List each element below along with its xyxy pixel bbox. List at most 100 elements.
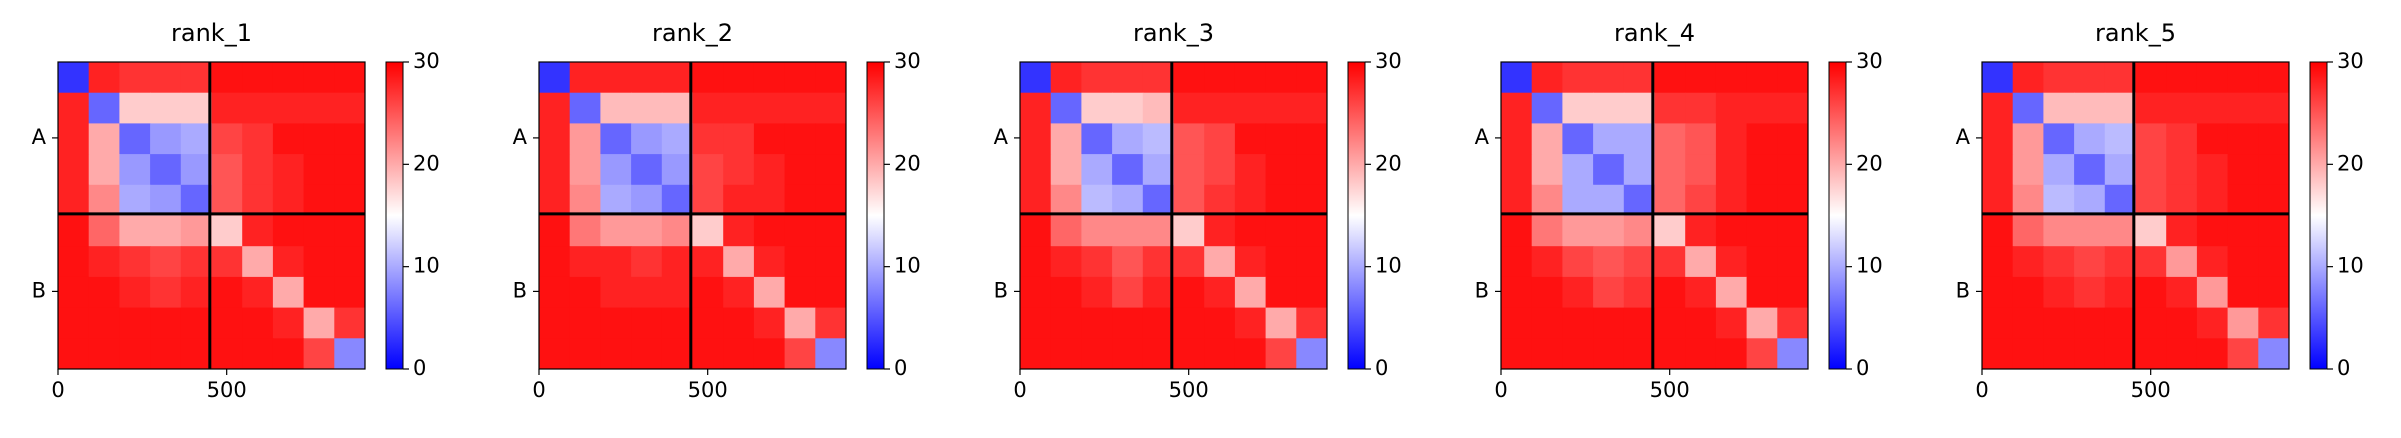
heatmap-cell [1234, 338, 1267, 370]
heatmap-cell [88, 307, 120, 339]
heatmap-cell [334, 215, 366, 247]
heatmap-cell [2258, 184, 2290, 216]
heatmap-cell [753, 154, 786, 186]
heatmap-cell [1746, 154, 1778, 186]
heatmap-cell [1081, 154, 1113, 186]
panel-title: rank_2 [652, 19, 733, 47]
heatmap-cell [180, 307, 212, 339]
heatmap-cell [2104, 276, 2136, 309]
heatmap-cell [1142, 123, 1174, 155]
heatmap-cell [1685, 276, 1717, 309]
heatmap-cell [753, 184, 786, 216]
heatmap-cell [180, 123, 212, 155]
heatmap-cell [1265, 92, 1297, 124]
heatmap-cell [1531, 307, 1563, 339]
heatmap-cell [1593, 307, 1625, 339]
heatmap-cell [1593, 276, 1625, 309]
heatmap-cell [1234, 92, 1267, 124]
heatmap-cell [272, 184, 305, 216]
heatmap-cell [1777, 338, 1809, 370]
heatmap-cell [2012, 246, 2044, 278]
heatmap-cell [1654, 307, 1686, 339]
heatmap-cell [211, 215, 243, 247]
heatmap-cell [692, 246, 724, 278]
heatmap-cell [784, 184, 816, 216]
y-tick-label: B [994, 278, 1008, 302]
heatmap-cell [180, 215, 212, 247]
heatmap-cell [58, 154, 90, 186]
x-tick-label: 0 [1975, 378, 1988, 402]
heatmap-cell [1265, 246, 1297, 278]
heatmap-cell [1020, 276, 1052, 309]
heatmap-cell [1081, 276, 1113, 309]
heatmap-cell [1204, 215, 1236, 247]
heatmap-cell [1265, 276, 1297, 309]
heatmap-cell [1685, 307, 1717, 339]
heatmap-cell [2258, 123, 2290, 155]
heatmap-cell [1296, 92, 1328, 124]
heatmap-cell [539, 338, 571, 370]
heatmap-cell [631, 92, 663, 124]
heatmap-cell [1562, 307, 1594, 339]
heatmap-cell [631, 276, 663, 309]
heatmap-cell [2166, 123, 2198, 155]
heatmap-cell [600, 154, 632, 186]
heatmap-cell [1050, 184, 1082, 216]
heatmap-cell [1982, 215, 2014, 247]
heatmap-cell [2104, 307, 2136, 339]
heatmap-cell [815, 307, 847, 339]
heatmap-cell [1112, 62, 1144, 94]
heatmap-cell [600, 92, 632, 124]
heatmap-cell [1050, 338, 1082, 370]
y-tick-label: B [32, 278, 46, 302]
heatmap-cell [1173, 123, 1205, 155]
heatmap-cell [1112, 154, 1144, 186]
panel-title: rank_3 [1133, 19, 1214, 47]
heatmap-cell [2227, 307, 2259, 339]
heatmap-cell [1204, 307, 1236, 339]
heatmap-cell [1020, 246, 1052, 278]
heatmap-cell [1020, 215, 1052, 247]
heatmap-cell [2258, 154, 2290, 186]
heatmap-cell [1296, 338, 1328, 370]
heatmap-cell [1265, 123, 1297, 155]
heatmap-cell [272, 276, 305, 309]
heatmap-cell [119, 246, 151, 278]
heatmap-cell [692, 154, 724, 186]
heatmap-cell [753, 276, 786, 309]
heatmap-cell [1081, 123, 1113, 155]
plot-frame [1981, 61, 2290, 370]
colorbar [2309, 61, 2328, 370]
heatmap-cell [58, 123, 90, 155]
colorbar-tick-label: 20 [894, 151, 921, 175]
heatmap-cell [1142, 307, 1174, 339]
heatmap-cell [303, 62, 335, 94]
heatmap-cell [753, 92, 786, 124]
heatmap-cell [1112, 184, 1144, 216]
heatmap-cell [180, 184, 212, 216]
heatmap-cell [334, 154, 366, 186]
heatmap-cell [1685, 154, 1717, 186]
heatmap-cell [1234, 154, 1267, 186]
heatmap-cell [1081, 184, 1113, 216]
heatmap-cell [1777, 92, 1809, 124]
colorbar-tick-label: 0 [2337, 356, 2350, 380]
heatmap-cell [539, 276, 571, 309]
heatmap-cell [180, 246, 212, 278]
heatmap-cell [2166, 62, 2198, 94]
colorbar [385, 61, 404, 370]
heatmap-cell [1050, 215, 1082, 247]
heatmap-cell [1623, 307, 1655, 339]
heatmap-cell [2227, 246, 2259, 278]
heatmap-cell [1173, 307, 1205, 339]
heatmap-cell [2074, 215, 2106, 247]
heatmap-cell [600, 276, 632, 309]
heatmap-cell [2074, 92, 2106, 124]
x-tick-label: 0 [1013, 378, 1026, 402]
heatmap-cell [211, 123, 243, 155]
heatmap-cell [1020, 184, 1052, 216]
heatmap-cell [150, 307, 182, 339]
heatmap-cell [1112, 307, 1144, 339]
heatmap-cell [539, 307, 571, 339]
heatmap-cell [1715, 154, 1748, 186]
